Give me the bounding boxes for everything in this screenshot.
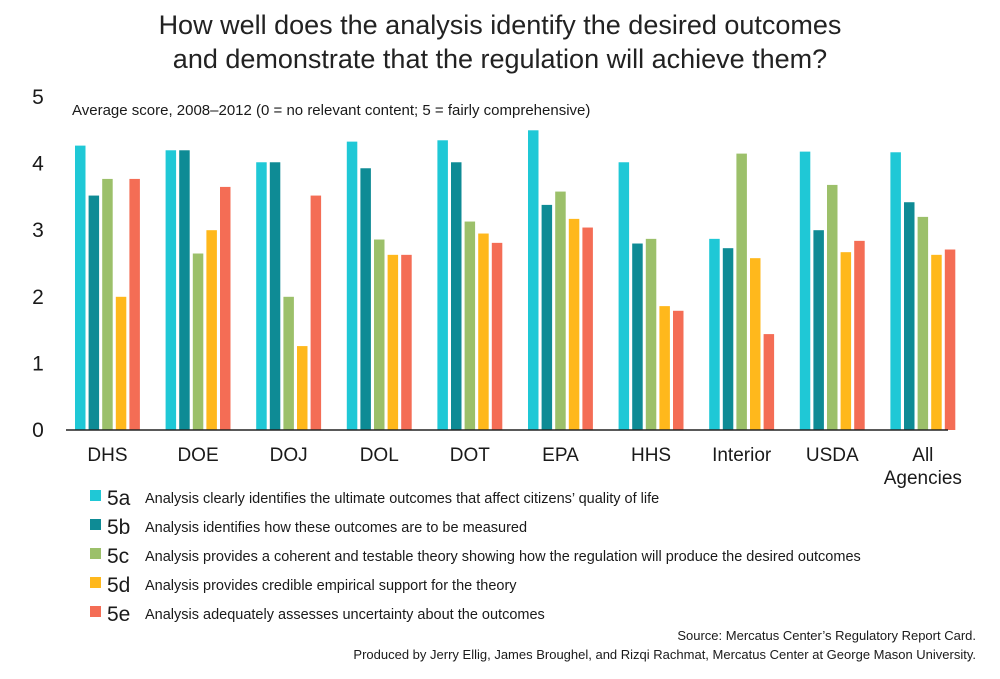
x-tick-label: USDA xyxy=(806,445,859,466)
legend-code-5d: 5d xyxy=(107,573,131,597)
bar-5d xyxy=(478,233,489,430)
x-tick-label: DHS xyxy=(87,445,127,466)
legend-swatch-5d xyxy=(90,577,101,588)
legend-swatch-5b xyxy=(90,519,101,530)
chart-title: How well does the analysis identify the … xyxy=(0,8,1000,76)
y-axis-ticks: 0 1 2 3 4 5 xyxy=(32,86,44,442)
x-tick-label: DOL xyxy=(360,445,399,466)
bar-5b xyxy=(269,162,281,430)
legend-code-5e: 5e xyxy=(107,602,131,626)
bar-5d xyxy=(931,254,942,430)
bar-5a xyxy=(799,151,811,430)
bar-5c xyxy=(917,216,929,430)
bar-5d xyxy=(750,258,761,430)
bar-5e xyxy=(310,195,322,430)
x-tick-label: DOE xyxy=(177,445,218,466)
bar-5c xyxy=(192,253,204,430)
bar-5c xyxy=(827,184,838,430)
bar-5d xyxy=(115,296,127,430)
bar-5a xyxy=(75,145,86,431)
source-note: Source: Mercatus Center’s Regulatory Rep… xyxy=(353,626,976,664)
bar-5a xyxy=(618,162,630,430)
legend-code-5a: 5a xyxy=(107,486,131,510)
legend-item-5e: 5e Analysis adequately assesses uncertai… xyxy=(90,600,861,629)
bar-5a xyxy=(437,140,448,431)
bar-5b xyxy=(722,248,734,430)
chart-title-line-1: How well does the analysis identify the … xyxy=(158,10,842,40)
bar-5b xyxy=(88,195,100,430)
source-line-1: Source: Mercatus Center’s Regulatory Rep… xyxy=(677,628,976,643)
bar-5b xyxy=(813,230,824,430)
y-tick-label: 5 xyxy=(32,86,44,109)
bar-5c xyxy=(555,191,566,430)
bar-5c xyxy=(645,238,657,430)
x-tick-label: DOT xyxy=(450,445,491,466)
y-tick-label: 0 xyxy=(32,419,44,442)
bar-5b xyxy=(632,243,643,430)
bar-5d xyxy=(840,252,852,430)
bar-5c xyxy=(374,239,385,430)
bar-5c xyxy=(102,178,113,430)
bar-5a xyxy=(346,141,358,430)
chart-title-line-2: and demonstrate that the regulation will… xyxy=(172,44,828,74)
bar-5b xyxy=(451,162,462,430)
bar-5a xyxy=(709,238,720,430)
source-credits-line: Produced by Jerry Ellig, James Broughel,… xyxy=(353,647,976,662)
bar-5d xyxy=(659,306,670,430)
x-tick-label: HHS xyxy=(631,445,671,466)
bar-5d xyxy=(206,230,217,430)
bar-5c xyxy=(464,221,476,430)
legend-text-5a: Analysis clearly identifies the ultimate… xyxy=(145,490,660,507)
legend-code-5b: 5b xyxy=(107,515,131,539)
legend: 5a Analysis clearly identifies the ultim… xyxy=(90,484,861,629)
bar-5e xyxy=(763,334,775,430)
bar-5c xyxy=(283,296,294,430)
legend-text-5b: Analysis identifies how these outcomes a… xyxy=(145,519,528,536)
bar-5b xyxy=(179,150,190,430)
bar-5e xyxy=(673,310,684,430)
bar-5d xyxy=(568,218,580,430)
bar-5e xyxy=(944,249,956,430)
bar-5e xyxy=(129,178,140,430)
legend-item-5c: 5c Analysis provides a coherent and test… xyxy=(90,542,861,571)
bar-5b xyxy=(541,204,553,430)
legend-item-5d: 5d Analysis provides credible empirical … xyxy=(90,571,861,600)
bars-group xyxy=(75,130,956,431)
x-tick-label: DOJ xyxy=(270,445,308,466)
x-axis-labels: DHS DOE DOJ DOL DOT EPA HHS Interior USDA All Agen… xyxy=(87,445,962,489)
x-tick-label: EPA xyxy=(542,445,579,466)
legend-item-5b: 5b Analysis identifies how these outcome… xyxy=(90,513,861,542)
bar-5e xyxy=(582,227,593,430)
y-tick-label: 3 xyxy=(32,219,44,242)
legend-swatch-5c xyxy=(90,548,101,559)
bar-5a xyxy=(890,152,901,430)
legend-swatch-5e xyxy=(90,606,101,617)
legend-text-5c: Analysis provides a coherent and testabl… xyxy=(145,548,861,565)
y-tick-label: 4 xyxy=(32,153,44,176)
bar-5d xyxy=(387,254,399,430)
bar-5e xyxy=(854,240,865,430)
chart-subtitle: Average score, 2008–2012 (0 = no relevan… xyxy=(72,102,590,119)
y-tick-label: 2 xyxy=(32,286,44,309)
legend-code-5c: 5c xyxy=(107,544,130,568)
bar-5e xyxy=(491,242,503,430)
bar-5e xyxy=(220,186,231,430)
bar-5a xyxy=(528,130,539,431)
legend-swatch-5a xyxy=(90,490,101,501)
bar-5b xyxy=(360,168,371,430)
bar-5c xyxy=(736,153,747,431)
y-tick-label: 1 xyxy=(32,352,44,375)
bar-5e xyxy=(401,254,412,430)
x-tick-label: Interior xyxy=(712,445,772,466)
bar-5d xyxy=(297,346,308,430)
bar-5b xyxy=(904,202,915,430)
x-tick-label: All Agencies xyxy=(884,445,962,489)
bar-5a xyxy=(256,162,267,430)
legend-text-5e: Analysis adequately assesses uncertainty… xyxy=(145,606,545,623)
legend-text-5d: Analysis provides credible empirical sup… xyxy=(145,577,517,594)
legend-item-5a: 5a Analysis clearly identifies the ultim… xyxy=(90,484,861,513)
bar-5a xyxy=(165,150,177,430)
